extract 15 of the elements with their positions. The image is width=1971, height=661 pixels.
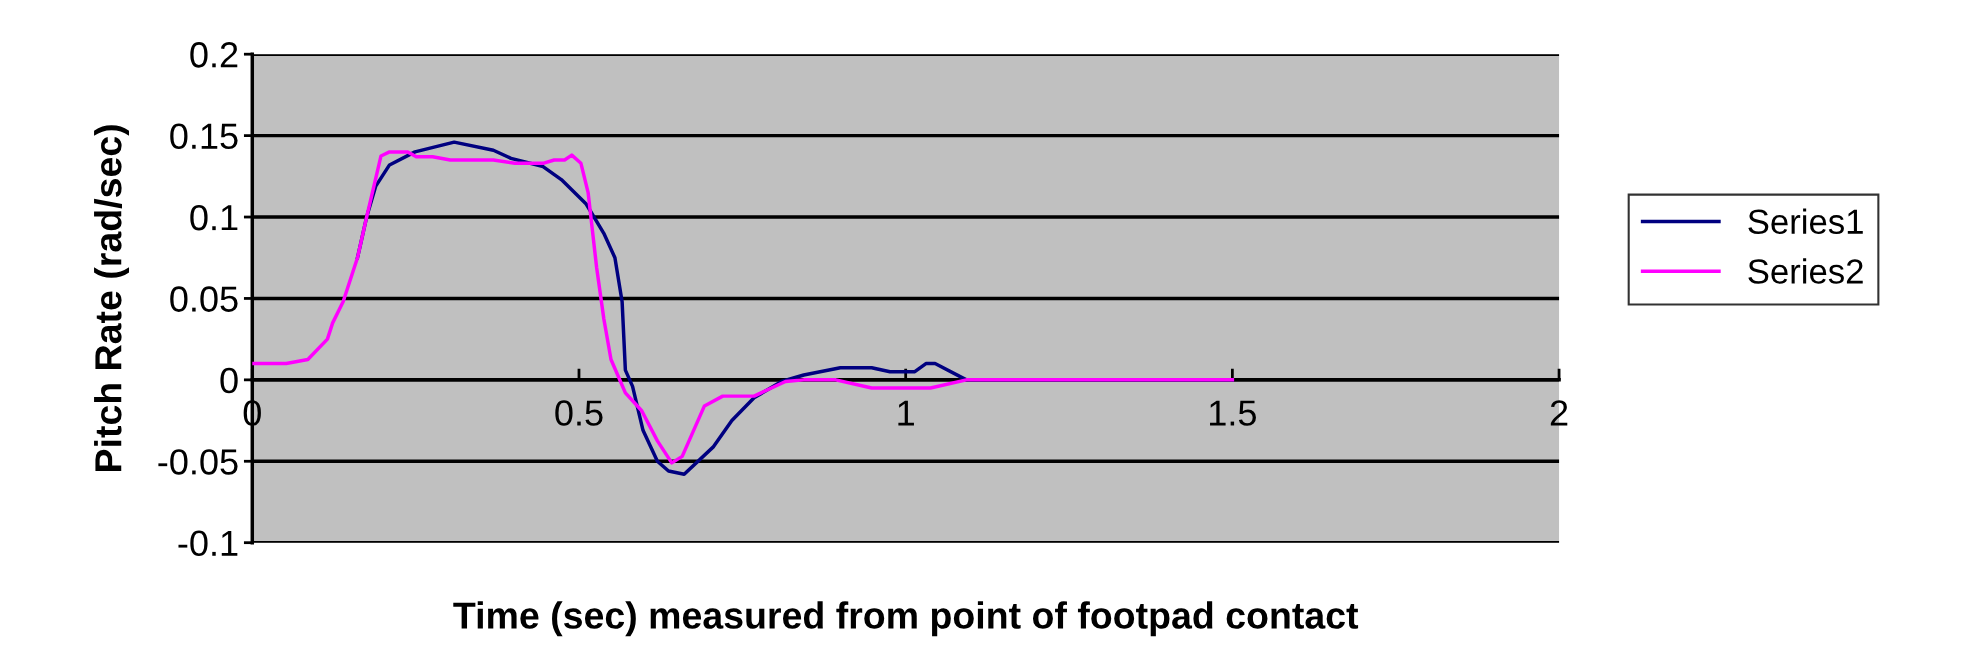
legend-label: Series1 bbox=[1748, 208, 1863, 235]
y-tick-label: 0.15 bbox=[170, 123, 238, 150]
y-axis-title: Pitch Rate (rad/sec) bbox=[94, 125, 130, 471]
x-tick-label: 1 bbox=[898, 400, 914, 426]
x-tick-label: 1.5 bbox=[1210, 400, 1256, 426]
y-tick-label: -0.1 bbox=[178, 530, 238, 557]
y-tick-label: -0.05 bbox=[158, 449, 238, 475]
legend-label: Series2 bbox=[1748, 258, 1863, 284]
y-tick-label: 0.1 bbox=[190, 204, 238, 231]
x-axis-title: Time (sec) measured from point of footpad contact bbox=[453, 601, 1359, 637]
x-tick-label: 0.5 bbox=[555, 400, 603, 426]
y-tick-label: 0 bbox=[220, 367, 238, 394]
y-tick-label: 0.2 bbox=[190, 42, 238, 68]
y-tick-label: 0.05 bbox=[170, 286, 238, 312]
x-tick-label: 2 bbox=[1550, 400, 1568, 426]
